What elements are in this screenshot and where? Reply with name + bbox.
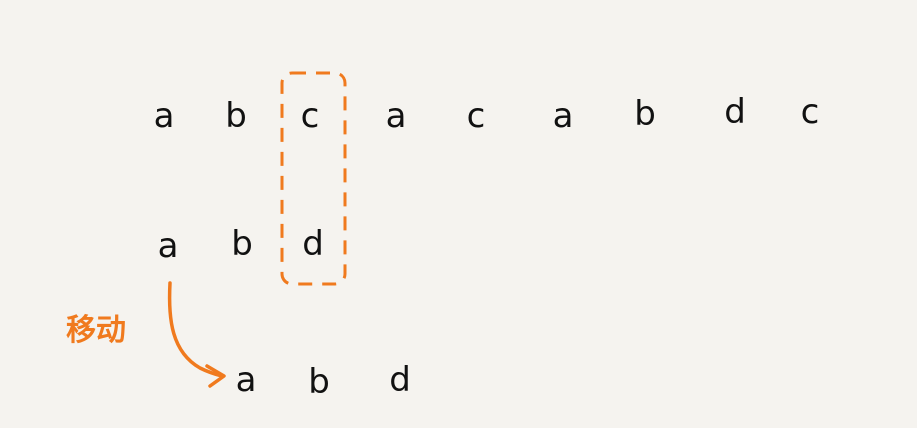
arrow-head-icon [205,364,226,388]
main-char: b [225,96,247,136]
main-char: b [634,94,656,134]
main-char: a [552,96,574,136]
main-char: c [800,92,820,132]
main-char-mismatch: c [300,96,320,136]
move-label: 移动 [66,313,126,348]
move-arrow-line [167,281,224,378]
moved-pattern-char: a [235,360,257,400]
main-char: a [385,96,407,136]
main-char: a [153,96,175,136]
pattern-char: b [231,224,253,264]
mismatch-highlight-box [280,71,347,286]
main-char: d [724,92,746,132]
pattern-char: a [157,226,179,266]
moved-pattern-char: b [308,362,330,402]
pattern-char-mismatch: d [302,224,324,264]
main-char: c [466,96,486,136]
moved-pattern-char: d [389,360,411,400]
